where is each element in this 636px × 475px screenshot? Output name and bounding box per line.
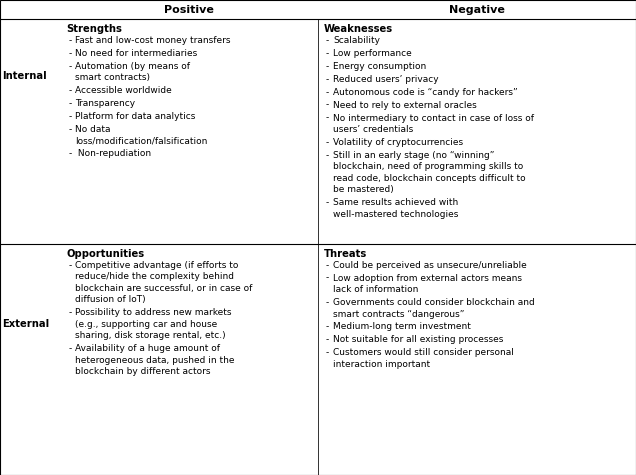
Text: Internal: Internal bbox=[2, 71, 46, 81]
Text: -: - bbox=[326, 114, 329, 123]
Text: Automation (by means of: Automation (by means of bbox=[76, 62, 190, 71]
Text: Negative: Negative bbox=[449, 4, 505, 15]
Text: -: - bbox=[326, 101, 329, 110]
Text: Competitive advantage (if efforts to: Competitive advantage (if efforts to bbox=[76, 261, 238, 270]
Text: Opportunities: Opportunities bbox=[66, 249, 144, 259]
Text: Customers would still consider personal: Customers would still consider personal bbox=[333, 348, 514, 357]
Text: heterogeneous data, pushed in the: heterogeneous data, pushed in the bbox=[76, 356, 235, 365]
Text: Volatility of cryptocurrencies: Volatility of cryptocurrencies bbox=[333, 138, 463, 147]
Text: -: - bbox=[69, 49, 72, 58]
Text: Threats: Threats bbox=[324, 249, 367, 259]
Text: -: - bbox=[69, 344, 72, 353]
Text: -: - bbox=[326, 199, 329, 208]
Text: loss/modification/falsification: loss/modification/falsification bbox=[76, 136, 208, 145]
Text: smart contracts): smart contracts) bbox=[76, 73, 151, 82]
Text: Medium-long term investment: Medium-long term investment bbox=[333, 323, 471, 332]
Text: Governments could consider blockchain and: Governments could consider blockchain an… bbox=[333, 298, 535, 307]
Text: (e.g., supporting car and house: (e.g., supporting car and house bbox=[76, 320, 218, 329]
Text: Transparency: Transparency bbox=[76, 99, 135, 108]
Text: -: - bbox=[326, 274, 329, 283]
Text: Could be perceived as unsecure/unreliable: Could be perceived as unsecure/unreliabl… bbox=[333, 261, 527, 270]
Text: Low adoption from external actors means: Low adoption from external actors means bbox=[333, 274, 522, 283]
Text: well-mastered technologies: well-mastered technologies bbox=[333, 210, 459, 219]
Text: lack of information: lack of information bbox=[333, 285, 418, 294]
Text: -: - bbox=[326, 36, 329, 45]
Text: No intermediary to contact in case of loss of: No intermediary to contact in case of lo… bbox=[333, 114, 534, 123]
Text: Energy consumption: Energy consumption bbox=[333, 62, 426, 71]
Text: -: - bbox=[69, 125, 72, 134]
Text: -: - bbox=[69, 112, 72, 121]
Text: -: - bbox=[326, 75, 329, 84]
Text: Reduced users’ privacy: Reduced users’ privacy bbox=[333, 75, 439, 84]
Text: Non-repudiation: Non-repudiation bbox=[76, 150, 151, 159]
Text: -: - bbox=[69, 62, 72, 71]
Text: -: - bbox=[326, 298, 329, 307]
Text: diffusion of IoT): diffusion of IoT) bbox=[76, 295, 146, 304]
Text: External: External bbox=[2, 319, 49, 329]
Text: Positive: Positive bbox=[164, 4, 214, 15]
Text: -: - bbox=[69, 86, 72, 95]
Text: -: - bbox=[326, 348, 329, 357]
Text: -: - bbox=[326, 49, 329, 58]
Text: interaction important: interaction important bbox=[333, 360, 430, 369]
Text: Low performance: Low performance bbox=[333, 49, 411, 58]
Text: users’ credentials: users’ credentials bbox=[333, 125, 413, 134]
Text: sharing, disk storage rental, etc.): sharing, disk storage rental, etc.) bbox=[76, 331, 226, 340]
Text: Accessible worldwide: Accessible worldwide bbox=[76, 86, 172, 95]
Text: -: - bbox=[326, 151, 329, 160]
Text: -: - bbox=[326, 323, 329, 332]
Text: No data: No data bbox=[76, 125, 111, 134]
Text: No need for intermediaries: No need for intermediaries bbox=[76, 49, 198, 58]
Text: Scalability: Scalability bbox=[333, 36, 380, 45]
Text: read code, blockchain concepts difficult to: read code, blockchain concepts difficult… bbox=[333, 174, 525, 183]
Text: Platform for data analytics: Platform for data analytics bbox=[76, 112, 196, 121]
Text: Not suitable for all existing processes: Not suitable for all existing processes bbox=[333, 335, 503, 344]
Text: smart contracts “dangerous”: smart contracts “dangerous” bbox=[333, 310, 464, 319]
Text: blockchain are successful, or in case of: blockchain are successful, or in case of bbox=[76, 284, 252, 293]
Text: Fast and low-cost money transfers: Fast and low-cost money transfers bbox=[76, 36, 231, 45]
Text: -: - bbox=[69, 99, 72, 108]
Text: -: - bbox=[326, 88, 329, 97]
Text: -: - bbox=[69, 261, 72, 270]
Text: Need to rely to external oracles: Need to rely to external oracles bbox=[333, 101, 477, 110]
Text: -: - bbox=[326, 62, 329, 71]
Text: Still in an early stage (no “winning”: Still in an early stage (no “winning” bbox=[333, 151, 494, 160]
Text: Same results achieved with: Same results achieved with bbox=[333, 199, 459, 208]
Text: Strengths: Strengths bbox=[66, 25, 122, 35]
Text: -: - bbox=[69, 308, 72, 317]
Text: be mastered): be mastered) bbox=[333, 185, 394, 194]
Text: Autonomous code is “candy for hackers”: Autonomous code is “candy for hackers” bbox=[333, 88, 518, 97]
Text: -: - bbox=[69, 150, 72, 159]
Text: blockchain by different actors: blockchain by different actors bbox=[76, 367, 211, 376]
Text: -: - bbox=[326, 138, 329, 147]
Text: -: - bbox=[326, 335, 329, 344]
Text: -: - bbox=[326, 261, 329, 270]
Text: reduce/hide the complexity behind: reduce/hide the complexity behind bbox=[76, 272, 235, 281]
Text: blockchain, need of programming skills to: blockchain, need of programming skills t… bbox=[333, 162, 523, 171]
Text: Availability of a huge amount of: Availability of a huge amount of bbox=[76, 344, 221, 353]
Text: -: - bbox=[69, 36, 72, 45]
Text: Possibility to address new markets: Possibility to address new markets bbox=[76, 308, 232, 317]
Text: Weaknesses: Weaknesses bbox=[324, 25, 393, 35]
